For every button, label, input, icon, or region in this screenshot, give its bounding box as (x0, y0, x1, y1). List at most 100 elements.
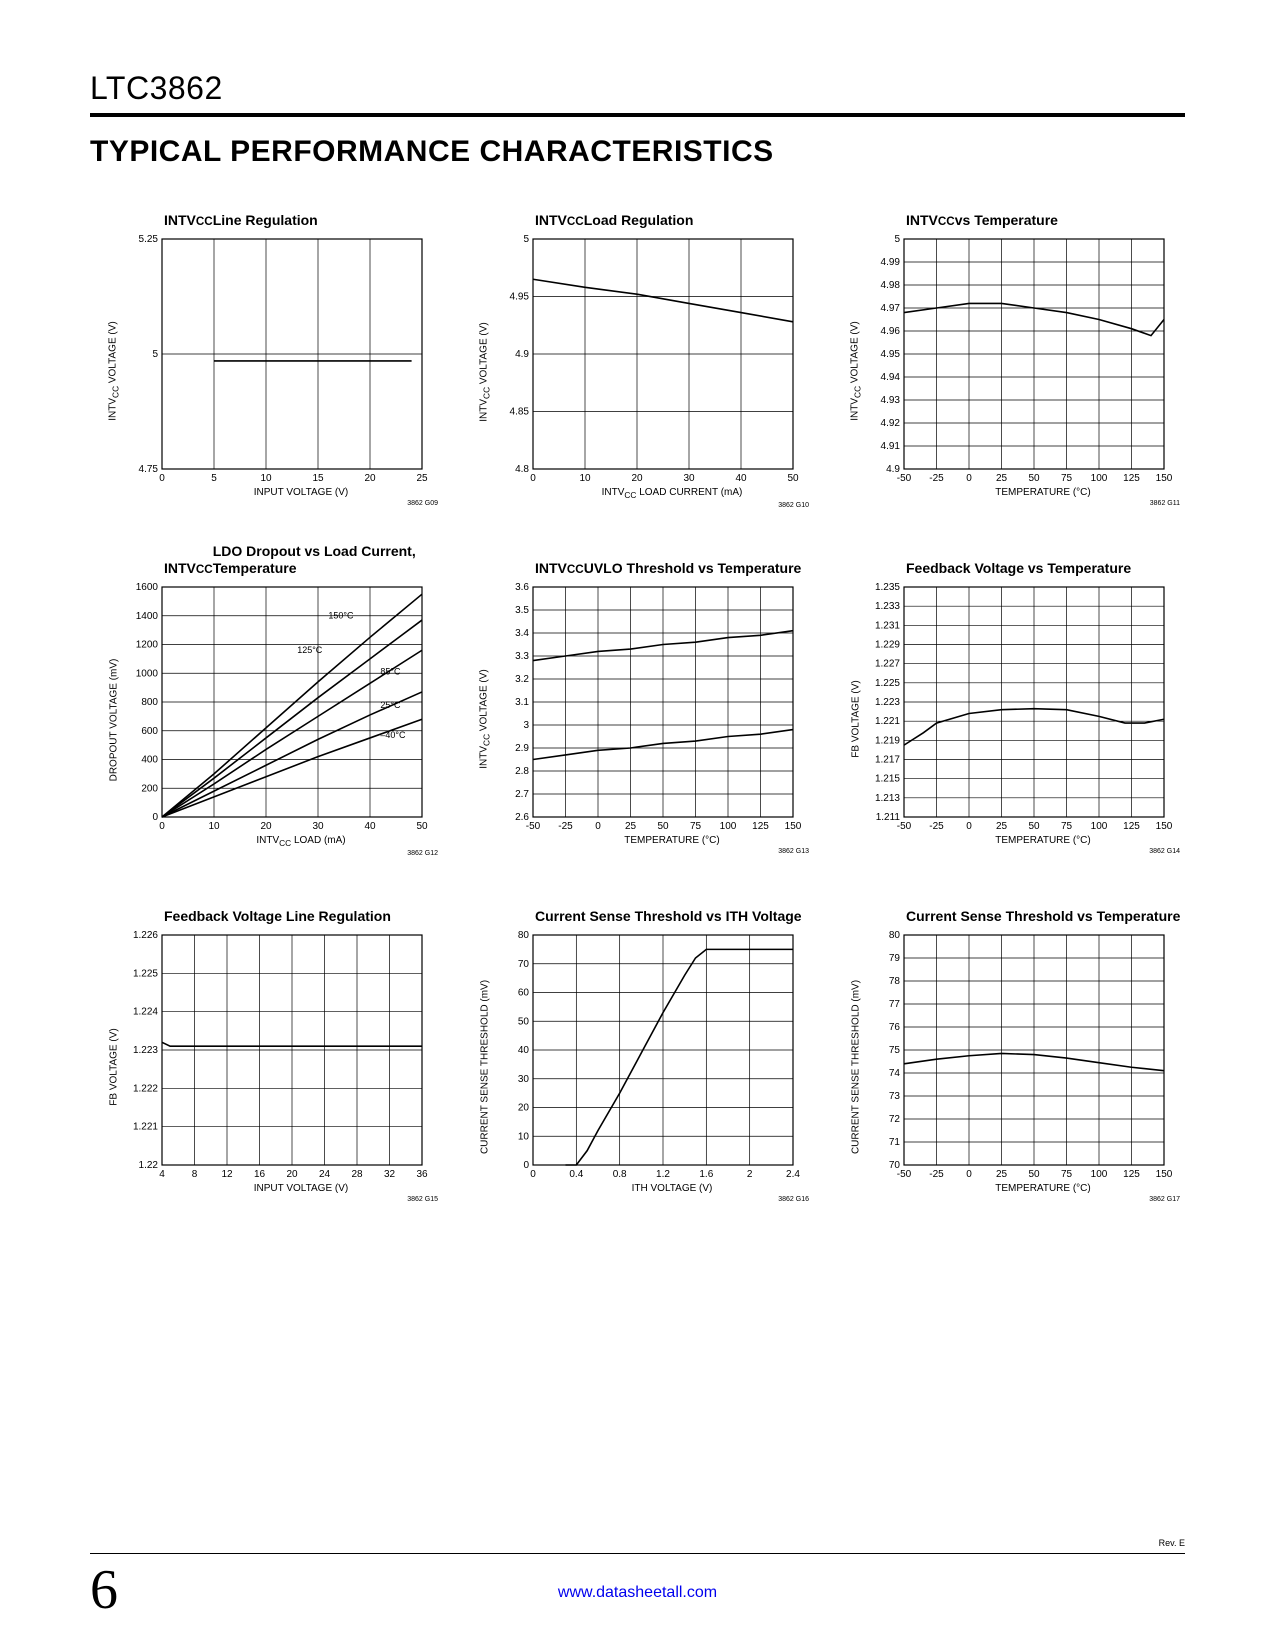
header-rule (90, 113, 1185, 117)
footer-link[interactable]: www.datasheetall.com (0, 1584, 1275, 1602)
y-tick: 4.95 (881, 349, 901, 360)
x-tick: 50 (1028, 473, 1040, 484)
plot-svg: -50-2502550751001251502.62.72.82.933.13.… (533, 583, 795, 833)
y-tick: 75 (889, 1045, 901, 1056)
y-tick: 0 (152, 812, 158, 823)
y-tick: 70 (889, 1160, 901, 1171)
x-tick: 25 (996, 1169, 1008, 1180)
series-line (566, 949, 794, 1165)
x-tick: 20 (364, 473, 376, 484)
chart-g15: Feedback Voltage Line RegulationFB VOLTA… (120, 891, 440, 1203)
x-tick: 50 (1028, 821, 1040, 832)
footer-rule (90, 1553, 1185, 1554)
y-axis-label: INTVCC VOLTAGE (V) (108, 321, 121, 420)
x-tick: 24 (319, 1169, 331, 1180)
plot-svg: 48121620242832361.221.2211.2221.2231.224… (162, 931, 424, 1181)
x-tick: 10 (579, 473, 591, 484)
y-tick: 1200 (136, 640, 159, 651)
y-tick: 71 (889, 1137, 901, 1148)
x-tick: 150 (1156, 1169, 1173, 1180)
x-axis-label: TEMPERATURE (°C) (904, 487, 1182, 498)
y-tick: 4.93 (881, 395, 901, 406)
x-tick: 8 (192, 1169, 198, 1180)
x-tick: 75 (1061, 473, 1073, 484)
series-label: 150°C (328, 611, 354, 621)
x-tick: 5 (211, 473, 217, 484)
y-tick: 1.231 (875, 620, 900, 631)
y-tick: 5 (523, 234, 529, 245)
chart-g11: INTVCC vs TemperatureINTVCC VOLTAGE (V)-… (862, 195, 1182, 509)
y-axis-label: DROPOUT VOLTAGE (mV) (109, 659, 120, 782)
x-tick: 50 (1028, 1169, 1040, 1180)
series-label: –40°C (380, 730, 406, 740)
y-tick: 2.7 (515, 789, 529, 800)
x-tick: 150 (1156, 473, 1173, 484)
y-tick: 4.97 (881, 303, 901, 314)
y-tick: 1.235 (875, 582, 900, 593)
x-tick: 75 (690, 821, 702, 832)
y-tick: 1.225 (133, 968, 158, 979)
y-tick: 3.3 (515, 651, 529, 662)
x-tick: 32 (384, 1169, 396, 1180)
plot-svg: 010203040504.84.854.94.955 (533, 235, 795, 485)
y-tick: 3.1 (515, 697, 529, 708)
x-tick: 150 (785, 821, 802, 832)
x-axis-label: INTVCC LOAD CURRENT (mA) (533, 487, 811, 500)
plot-svg: -50-2502550751001251501.2111.2131.2151.2… (904, 583, 1166, 833)
x-tick: 0.8 (613, 1169, 627, 1180)
y-tick: 4.96 (881, 326, 901, 337)
y-tick: 78 (889, 976, 901, 987)
y-tick: 50 (518, 1016, 530, 1027)
x-tick: 0 (530, 473, 536, 484)
chart-title: INTVCC LDO Dropout vs Load Current, Temp… (120, 543, 440, 577)
y-tick: 4.9 (515, 349, 529, 360)
x-tick: -25 (929, 821, 944, 832)
x-tick: 1.2 (656, 1169, 670, 1180)
figure-id: 3862 G15 (120, 1196, 440, 1203)
charts-grid: INTVCC Line Regulation INTVCC VOLTAGE (V)… (90, 195, 1185, 1203)
y-tick: 30 (518, 1074, 530, 1085)
y-tick: 10 (518, 1131, 530, 1142)
chart-title: Feedback Voltage Line Regulation (120, 891, 440, 925)
y-tick: 1.227 (875, 659, 900, 670)
y-tick: 1000 (136, 668, 159, 679)
y-tick: 72 (889, 1114, 901, 1125)
y-tick: 77 (889, 999, 901, 1010)
y-axis-label: CURRENT SENSE THRESHOLD (mV) (480, 980, 491, 1154)
y-tick: 20 (518, 1103, 530, 1114)
y-tick: 1.211 (876, 812, 901, 823)
y-tick: 1.213 (875, 793, 900, 804)
y-tick: 1.223 (133, 1045, 158, 1056)
x-tick: 25 (416, 473, 428, 484)
y-tick: 70 (518, 959, 530, 970)
x-tick: 28 (351, 1169, 363, 1180)
y-axis-label: INTVCC VOLTAGE (V) (850, 321, 863, 420)
y-tick: 1.233 (875, 601, 900, 612)
x-tick: 75 (1061, 821, 1073, 832)
x-tick: 100 (720, 821, 737, 832)
x-axis-label: ITH VOLTAGE (V) (533, 1183, 811, 1194)
x-tick: 2 (747, 1169, 753, 1180)
y-axis-label: CURRENT SENSE THRESHOLD (mV) (851, 980, 862, 1154)
chart-title: INTVCC Line Regulation (120, 195, 440, 229)
x-tick: -25 (558, 821, 573, 832)
y-tick: 4.94 (881, 372, 901, 383)
figure-id: 3862 G16 (491, 1196, 811, 1203)
y-tick: 600 (141, 726, 158, 737)
plot-svg: 150°C125°C85°C25°C–40°C01020304050020040… (162, 583, 424, 833)
x-axis-label: INPUT VOLTAGE (V) (162, 1183, 440, 1194)
x-axis-label: INTVCC LOAD (mA) (162, 835, 440, 848)
chart-g12: INTVCC LDO Dropout vs Load Current, Temp… (120, 543, 440, 857)
y-tick: 73 (889, 1091, 901, 1102)
y-tick: 4.75 (139, 464, 159, 475)
y-tick: 4.95 (510, 292, 530, 303)
y-tick: 5.25 (139, 234, 159, 245)
x-tick: 20 (260, 821, 272, 832)
y-tick: 800 (141, 697, 158, 708)
revision: Rev. E (1159, 1538, 1185, 1548)
x-tick: 4 (159, 1169, 165, 1180)
figure-id: 3862 G10 (491, 502, 811, 509)
y-tick: 1400 (136, 611, 159, 622)
x-tick: 10 (208, 821, 220, 832)
y-tick: 1.217 (875, 755, 900, 766)
